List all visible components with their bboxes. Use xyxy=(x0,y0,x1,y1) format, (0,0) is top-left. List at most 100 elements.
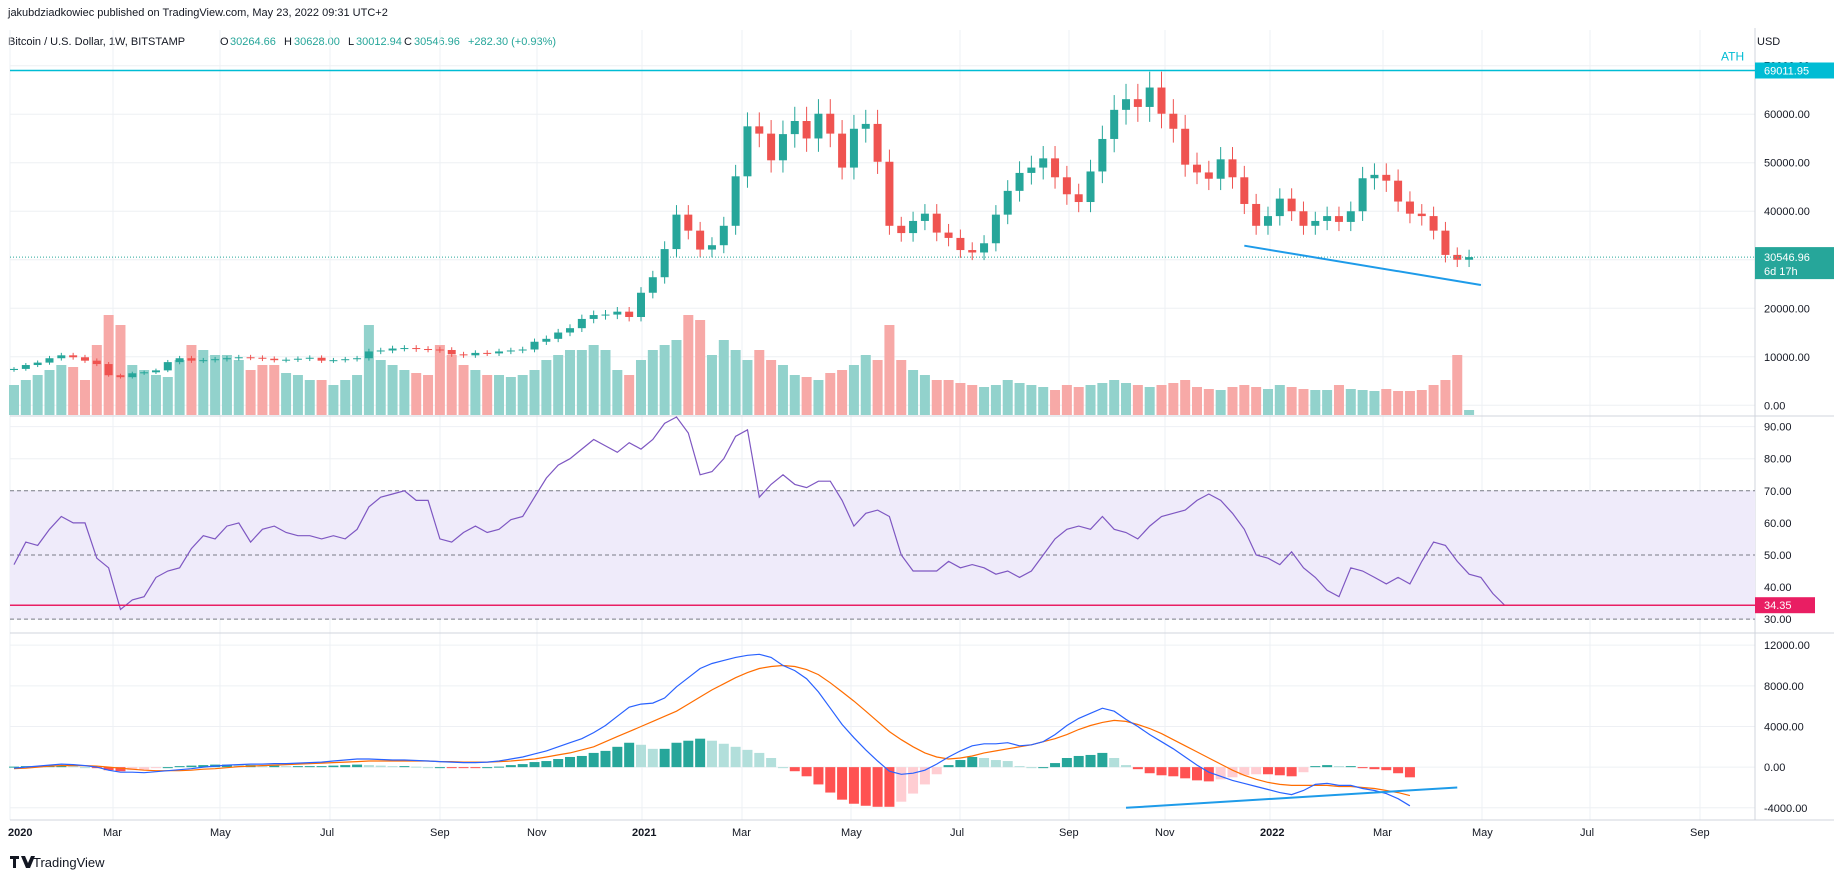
candle xyxy=(920,204,929,231)
macd-histogram-bar xyxy=(1369,767,1380,770)
candle-body xyxy=(270,358,279,361)
macd-histogram-bar xyxy=(742,749,753,768)
macd-histogram-bar xyxy=(955,760,966,768)
volume-bar xyxy=(91,345,102,415)
candle xyxy=(140,370,149,375)
macd-histogram-bar xyxy=(198,765,209,768)
volume-bar xyxy=(671,340,682,415)
ohlc-c-label: C xyxy=(404,36,412,48)
candle-body xyxy=(187,358,196,361)
volume-bar xyxy=(1227,387,1238,415)
volume-bar xyxy=(647,350,658,415)
candle-body xyxy=(1417,213,1426,217)
candle xyxy=(1074,183,1083,213)
candle xyxy=(1370,163,1379,190)
candle xyxy=(1228,147,1237,189)
candle xyxy=(648,270,657,299)
candle xyxy=(412,345,421,352)
volume-bar xyxy=(1121,383,1132,415)
candle xyxy=(1311,211,1320,235)
candle-body xyxy=(814,113,823,139)
candle-body xyxy=(849,128,858,168)
candle-body xyxy=(731,176,740,226)
time-tick-label: May xyxy=(841,827,862,839)
currency-label: USD xyxy=(1757,36,1780,48)
time-tick-label: Sep xyxy=(1059,827,1079,839)
candle xyxy=(471,350,480,358)
macd-histogram-bar xyxy=(1132,767,1143,770)
volume-bar xyxy=(1333,385,1344,415)
candle xyxy=(873,109,882,174)
candle-body xyxy=(1263,216,1272,226)
candle xyxy=(293,356,302,362)
candle-body xyxy=(1346,211,1355,222)
candle-body xyxy=(991,214,1000,244)
rsi-tick-label: 30.00 xyxy=(1764,614,1792,626)
volume-bar xyxy=(9,385,19,415)
candle-body xyxy=(1098,138,1107,172)
macd-histogram-bar xyxy=(848,767,859,804)
volume-bar xyxy=(352,375,363,415)
macd-histogram-bar xyxy=(103,767,114,771)
macd-histogram-bar xyxy=(1251,767,1262,775)
ohlc-close: 30546.96 xyxy=(414,36,460,48)
candle-body xyxy=(660,249,669,278)
candle xyxy=(353,355,362,362)
volume-bar xyxy=(375,360,386,415)
candle xyxy=(21,363,30,371)
candle-body xyxy=(554,332,563,339)
volume-bar xyxy=(1251,387,1262,415)
time-tick-label: Mar xyxy=(1373,827,1392,839)
candle xyxy=(1465,249,1474,268)
candle-body xyxy=(222,358,231,360)
macd-histogram-bar xyxy=(411,766,422,768)
candle-body xyxy=(802,121,811,139)
volume-bar xyxy=(281,373,292,415)
candle xyxy=(1252,193,1261,235)
time-tick-label: Sep xyxy=(1690,827,1710,839)
ohlc-l-label: L xyxy=(348,36,354,48)
volume-bar xyxy=(1203,389,1214,415)
candle xyxy=(696,221,705,258)
macd-histogram-bar xyxy=(588,752,599,768)
candle-body xyxy=(364,351,373,359)
volume-bar xyxy=(257,365,268,415)
macd-histogram-bar xyxy=(754,752,765,768)
macd-histogram-bar xyxy=(316,766,327,768)
macd-histogram-bar xyxy=(789,767,800,772)
volume-bar xyxy=(1452,355,1463,415)
candle-body xyxy=(1145,87,1154,107)
macd-histogram-bar xyxy=(399,766,410,768)
volume-bar xyxy=(411,373,422,415)
candle-body xyxy=(1382,174,1391,181)
ohlc-change: +282.30 (+0.93%) xyxy=(468,36,556,48)
candle xyxy=(814,99,823,152)
candle xyxy=(1086,159,1095,213)
candle xyxy=(991,205,1000,252)
rsi-tick-label: 80.00 xyxy=(1764,454,1792,466)
candle xyxy=(778,120,787,173)
candle xyxy=(1429,206,1438,240)
macd-histogram-bar xyxy=(150,767,161,769)
candle-body xyxy=(956,237,965,251)
macd-histogram-bar xyxy=(931,767,942,775)
macd-histogram-bar xyxy=(1274,767,1285,776)
macd-histogram-bar xyxy=(612,746,623,768)
candle xyxy=(1169,99,1178,143)
time-tick-label: 2022 xyxy=(1260,827,1284,839)
candle xyxy=(211,356,220,363)
price-trendline xyxy=(1244,244,1482,286)
candle-body xyxy=(1003,190,1012,215)
candle xyxy=(57,352,66,361)
candle-body xyxy=(1275,198,1284,217)
macd-histogram-bar xyxy=(624,742,635,768)
macd-histogram-bar xyxy=(1002,761,1013,768)
volume-bar xyxy=(908,370,919,415)
candle-body xyxy=(530,341,539,350)
chart-panes: 2020 Mar May Jul Sep Nov 2021 Mar May Jul Sep Nov 20… xyxy=(8,28,1834,839)
time-tick-label: Sep xyxy=(430,827,450,839)
time-tick-label: Jul xyxy=(950,827,964,839)
macd-histogram-bar xyxy=(1345,766,1356,768)
volume-bar xyxy=(56,365,67,415)
